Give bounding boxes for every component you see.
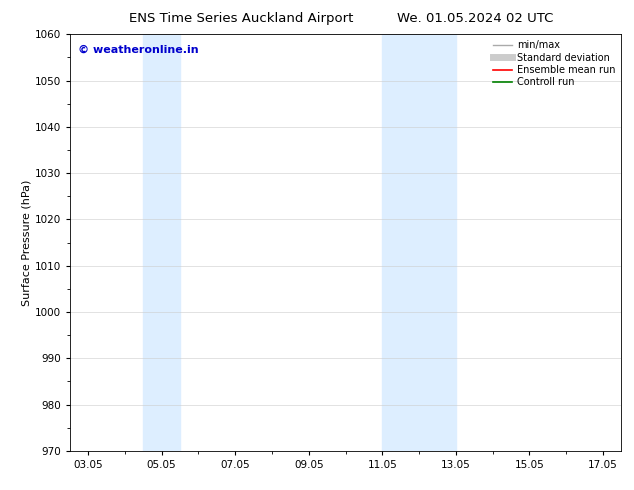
Y-axis label: Surface Pressure (hPa): Surface Pressure (hPa): [22, 179, 32, 306]
Bar: [143, 34, 180, 451]
Text: © weatheronline.in: © weatheronline.in: [78, 45, 198, 55]
Text: We. 01.05.2024 02 UTC: We. 01.05.2024 02 UTC: [398, 12, 553, 25]
Legend: min/max, Standard deviation, Ensemble mean run, Controll run: min/max, Standard deviation, Ensemble me…: [489, 36, 619, 91]
Bar: [382, 34, 456, 451]
Text: ENS Time Series Auckland Airport: ENS Time Series Auckland Airport: [129, 12, 353, 25]
